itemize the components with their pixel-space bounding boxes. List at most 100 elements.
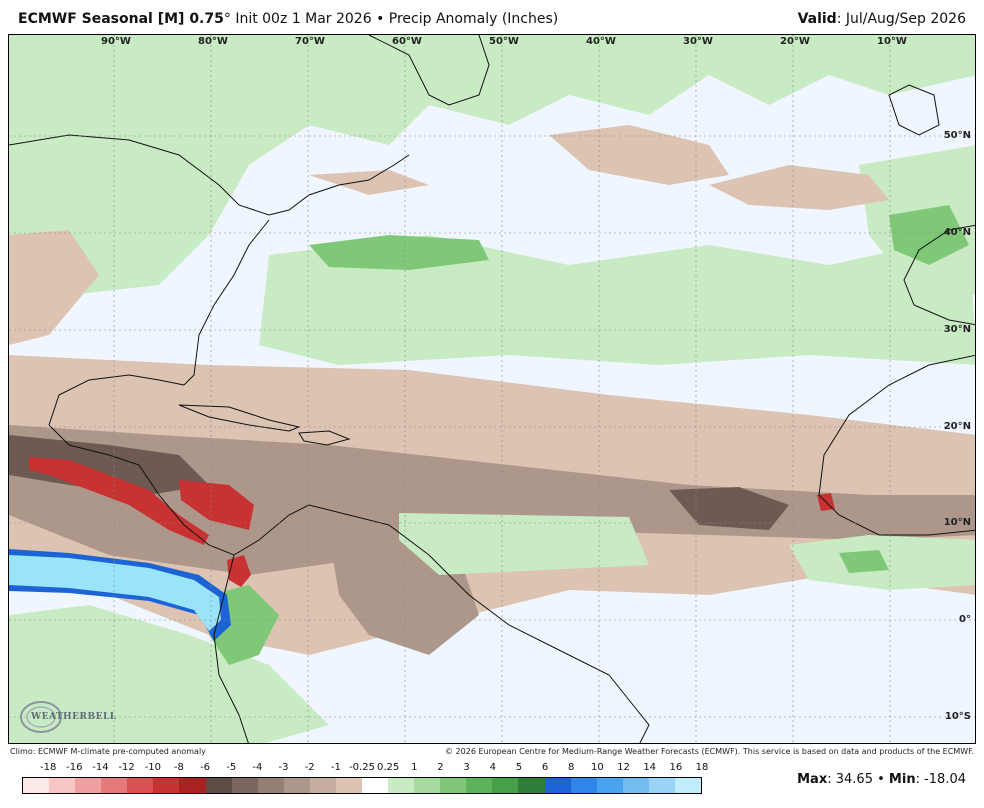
colorbar-swatch [544, 778, 571, 793]
colorbar-swatch [518, 778, 545, 793]
colorbar-tick-label: 18 [695, 762, 709, 773]
copyright-note: © 2026 European Centre for Medium-Range … [445, 747, 974, 756]
colorbar-swatch [674, 778, 702, 793]
lon-label-20w: 20°W [780, 36, 810, 47]
colorbar-tick-label: -4 [252, 762, 263, 773]
coast-south-america-west [213, 554, 249, 743]
colorbar-swatch [492, 778, 519, 793]
colorbar-tick-label: 5 [515, 762, 523, 773]
colorbar-labels: -18 -16 -14 -12 -10 -8 -6 -5 -4 -3 -2 -1 -0.25 0.25 1 2… [22, 762, 708, 776]
lon-label-10w: 10°W [877, 36, 907, 47]
wet-anomaly-band-40n [309, 235, 489, 270]
coast-north-america [9, 134, 410, 216]
colorbar-tick-label: 12 [617, 762, 630, 773]
colorbar-bar [22, 777, 702, 794]
wet-anomaly-ne-atlantic [889, 205, 969, 265]
colorbar-swatch [23, 778, 50, 793]
colorbar-tick-label: -1 [330, 762, 341, 773]
colorbar-tick-label: -3 [278, 762, 289, 773]
colorbar-tick-label: -12 [118, 762, 135, 773]
colorbar-tick-label: 3 [463, 762, 470, 773]
logo-text: WEATHERBELL [31, 712, 117, 722]
coast-gulf-mexico [48, 374, 185, 466]
colorbar-swatch [179, 778, 206, 793]
colorbar-swatch [127, 778, 154, 793]
stats-bullet: • [877, 772, 885, 787]
colorbar-tick-label: -6 [200, 762, 211, 773]
min-value: : -18.04 [915, 772, 966, 787]
min-label: Min [888, 772, 916, 787]
degree-symbol: ° [223, 11, 231, 27]
colorbar-swatch [466, 778, 493, 793]
colorbar-tick-label: -14 [92, 762, 109, 773]
wet-anomaly-gulf-guinea-core [839, 550, 889, 573]
colorbar-swatch [283, 778, 310, 793]
max-min-stats: Max: 34.65 • Min: -18.04 [797, 772, 966, 787]
title-bullet: • [376, 11, 385, 27]
colorbar-tick-label: 8 [568, 762, 575, 773]
product-name: Precip Anomaly (Inches) [388, 11, 559, 27]
lat-label-30n: 30°N [943, 324, 971, 335]
colorbar-swatch [309, 778, 336, 793]
coast-british-isles [888, 84, 940, 136]
wet-anomaly-itcz-light [399, 513, 649, 575]
colorbar-swatch [648, 778, 675, 793]
wet-anomaly-north [9, 35, 975, 295]
wet-anomaly-north-central [259, 235, 975, 365]
colorbar-tick-label: 1 [411, 762, 418, 773]
lat-label-10n: 10°N [943, 517, 971, 528]
dry-anomaly-north-2 [709, 165, 889, 210]
lat-label-20n: 20°N [943, 421, 971, 432]
coast-greenland [368, 35, 490, 106]
lat-label-equator: 0° [959, 614, 971, 625]
logo-swirl-icon [20, 701, 62, 733]
dry-anomaly-north-3 [309, 170, 429, 195]
colorbar-swatch [335, 778, 363, 793]
colorbar-swatch [570, 778, 597, 793]
colorbar-tick-label: 2 [437, 762, 444, 773]
dry-anomaly-north-1 [549, 125, 729, 185]
title-left: ECMWF Seasonal [M] 0.75° Init 00z 1 Mar … [18, 11, 558, 27]
coast-us-east [183, 219, 270, 386]
dry-anomaly-tropical-core [9, 425, 975, 575]
colorbar-swatch [205, 778, 232, 793]
colorbar-tick-label: -10 [144, 762, 161, 773]
weatherbell-logo: WEATHERBELL [17, 697, 116, 737]
map-header: ECMWF Seasonal [M] 0.75° Init 00z 1 Mar … [0, 0, 984, 34]
colorbar-tick-label: 16 [669, 762, 683, 773]
colorbar-tick-label: 10 [591, 762, 604, 773]
lon-label-70w: 70°W [295, 36, 325, 47]
colorbar-swatch [440, 778, 467, 793]
colorbar-tick-label: -0.25 [349, 762, 375, 773]
lon-label-30w: 30°W [683, 36, 713, 47]
cuba-outline [178, 404, 301, 432]
coastlines [9, 35, 975, 743]
coast-south-america [308, 504, 650, 743]
colorbar-swatch [75, 778, 102, 793]
valid-period: Valid: Jul/Aug/Sep 2026 [798, 11, 966, 27]
colorbar-tick-label: -5 [226, 762, 237, 773]
colorbar-tick-label: -16 [66, 762, 83, 773]
colorbar-swatch [49, 778, 76, 793]
dry-anomaly-core-west [9, 435, 209, 495]
coast-africa [818, 354, 975, 536]
precip-anomaly-map: 90°W 80°W 70°W 60°W 50°W 40°W 30°W 20°W … [8, 34, 976, 744]
colorbar-swatch [596, 778, 623, 793]
valid-value: : Jul/Aug/Sep 2026 [836, 11, 966, 27]
colorbar-tick-label: -2 [304, 762, 315, 773]
graticule [9, 35, 975, 743]
colorbar-swatch [153, 778, 180, 793]
colorbar-swatch [362, 778, 389, 793]
lon-label-80w: 80°W [198, 36, 228, 47]
dry-anomaly-core-east [669, 487, 789, 530]
colorbar-swatch [101, 778, 128, 793]
hispaniola-outline [298, 430, 351, 446]
colorbar-tick-label: -8 [173, 762, 184, 773]
colorbar-swatch [414, 778, 441, 793]
colorbar-tick-label: 14 [643, 762, 657, 773]
colorbar-tick-label: 6 [541, 762, 549, 773]
init-time: Init 00z 1 Mar 2026 [235, 11, 372, 27]
map-canvas [9, 35, 975, 743]
lon-label-90w: 90°W [101, 36, 131, 47]
climo-note: Climo: ECMWF M-climate pre-computed anom… [10, 747, 206, 756]
